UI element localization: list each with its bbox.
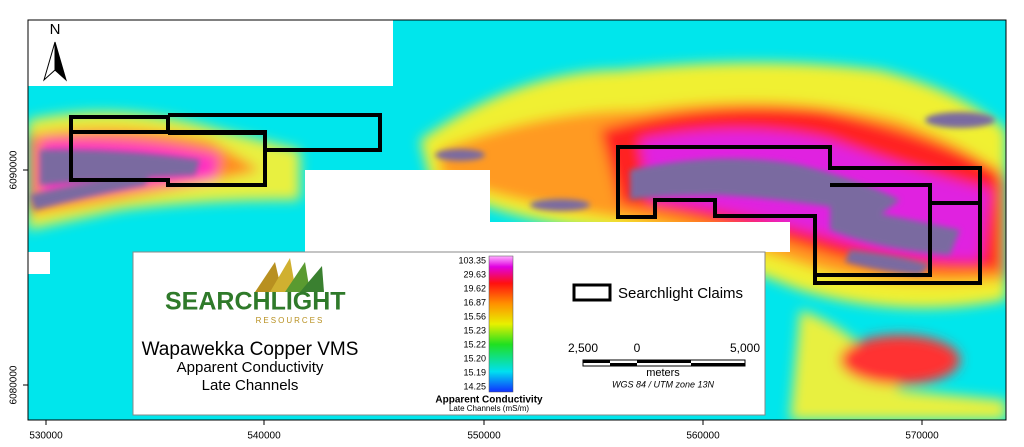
scale-unit: meters xyxy=(646,367,680,379)
scale-label: 0 xyxy=(634,341,641,355)
colorbar-label: 15.22 xyxy=(463,339,486,349)
x-tick-label: 530000 xyxy=(29,431,63,442)
colorbar xyxy=(488,255,514,393)
colorbar-label: 16.87 xyxy=(463,297,486,307)
title-line: Apparent Conductivity xyxy=(177,359,324,376)
x-tick-label: 550000 xyxy=(467,431,501,442)
y-tick-label: 6090000 xyxy=(9,150,20,189)
logo-sunburst xyxy=(255,258,324,292)
x-tick-label: 570000 xyxy=(905,431,939,442)
logo-subtitle: RESOURCES xyxy=(256,316,325,325)
claim-outlines xyxy=(69,113,982,285)
legend-panel: SEARCHLIGHT RESOURCES Apparent Conductiv… xyxy=(132,251,766,416)
colorbar-label: 15.56 xyxy=(463,311,486,321)
claims-label: Searchlight Claims xyxy=(618,285,743,302)
x-tick-label: 560000 xyxy=(686,431,720,442)
colorbar-label: 15.20 xyxy=(463,353,486,363)
scale-bar xyxy=(582,359,746,367)
north-arrow: N xyxy=(43,21,67,82)
claims-swatch xyxy=(572,283,612,302)
scale-label: 5,000 xyxy=(730,341,760,355)
colorbar-label: 29.63 xyxy=(463,269,486,279)
colorbar-label: 19.62 xyxy=(463,283,486,293)
colorbar-label: 103.35 xyxy=(458,255,486,265)
map-frame xyxy=(27,19,1007,421)
projection: WGS 84 / UTM zone 13N xyxy=(612,379,715,389)
colorbar-subtitle: Late Channels (mS/m) xyxy=(449,404,529,413)
north-label: N xyxy=(50,21,61,38)
title-line: Wapawekka Copper VMS xyxy=(142,339,359,360)
title-line: Late Channels xyxy=(202,377,299,394)
x-tick-label: 540000 xyxy=(247,431,281,442)
logo-name: SEARCHLIGHT xyxy=(165,288,346,316)
colorbar-label: 15.23 xyxy=(463,325,486,335)
y-tick-label: 6080000 xyxy=(9,365,20,404)
scale-label: 2,500 xyxy=(568,341,598,355)
colorbar-label: 14.25 xyxy=(463,381,486,391)
colorbar-label: 15.19 xyxy=(463,367,486,377)
colorbar-title: Apparent Conductivity xyxy=(435,395,543,406)
